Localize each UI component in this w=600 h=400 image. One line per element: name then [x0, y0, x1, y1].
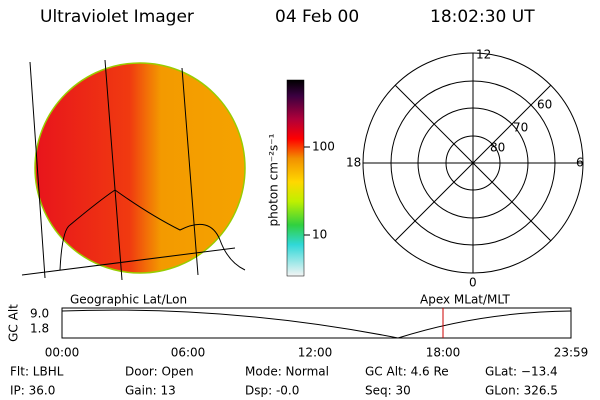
y-tick-label: 9.0 [30, 307, 49, 321]
map-label: Apex MLat/MLT [420, 293, 510, 307]
earth-image [21, 59, 246, 281]
map-label: Geographic Lat/Lon [70, 293, 187, 307]
x-tick-label: 00:00 [45, 346, 80, 360]
info-field: Seq: 30 [365, 384, 411, 398]
colorbar-label: photon cm⁻²s⁻¹ [267, 133, 281, 226]
colorbar-tick: 10 [312, 228, 327, 242]
x-tick-label: 12:00 [298, 346, 333, 360]
mlt-label: 18 [346, 156, 361, 170]
info-field: Flt: LBHL [10, 365, 64, 379]
info-field: Dsp: -0.0 [245, 384, 299, 398]
info-field: Mode: Normal [245, 365, 329, 379]
info-field: GLat: −13.4 [485, 365, 558, 379]
mlt-label: 0 [469, 276, 477, 290]
time: 18:02:30 UT [430, 7, 535, 27]
colorbar-tick: 100 [312, 140, 335, 154]
lat-label: 70 [513, 121, 528, 135]
date: 04 Feb 00 [275, 7, 359, 27]
info-field: GLon: 326.5 [485, 384, 558, 398]
info-field: Gain: 13 [125, 384, 176, 398]
x-tick-label: 06:00 [171, 346, 206, 360]
timeline: GC Alt 9.0 1.8 00:00 06:00 12:00 18:00 2… [7, 304, 589, 360]
lat-label: 80 [490, 141, 505, 155]
polar-plot: 12 18 6 0 60 70 80 [346, 48, 584, 290]
mlt-label: 12 [476, 48, 491, 62]
mlt-label: 6 [576, 156, 584, 170]
lat-label: 60 [537, 98, 552, 112]
x-tick-label: 23:59 [554, 346, 589, 360]
info-field: GC Alt: 4.6 Re [365, 365, 449, 379]
info-field: IP: 36.0 [10, 384, 55, 398]
title: Ultraviolet Imager [40, 7, 194, 27]
x-tick-label: 18:00 [426, 346, 461, 360]
colorbar: 100 10 photon cm⁻²s⁻¹ [267, 79, 335, 277]
info-field: Door: Open [125, 365, 194, 379]
y-tick-label: 1.8 [30, 322, 49, 336]
info-panel: Flt: LBHL Door: Open Mode: Normal GC Alt: 4… [10, 365, 558, 398]
axis-label: GC Alt [7, 304, 21, 342]
